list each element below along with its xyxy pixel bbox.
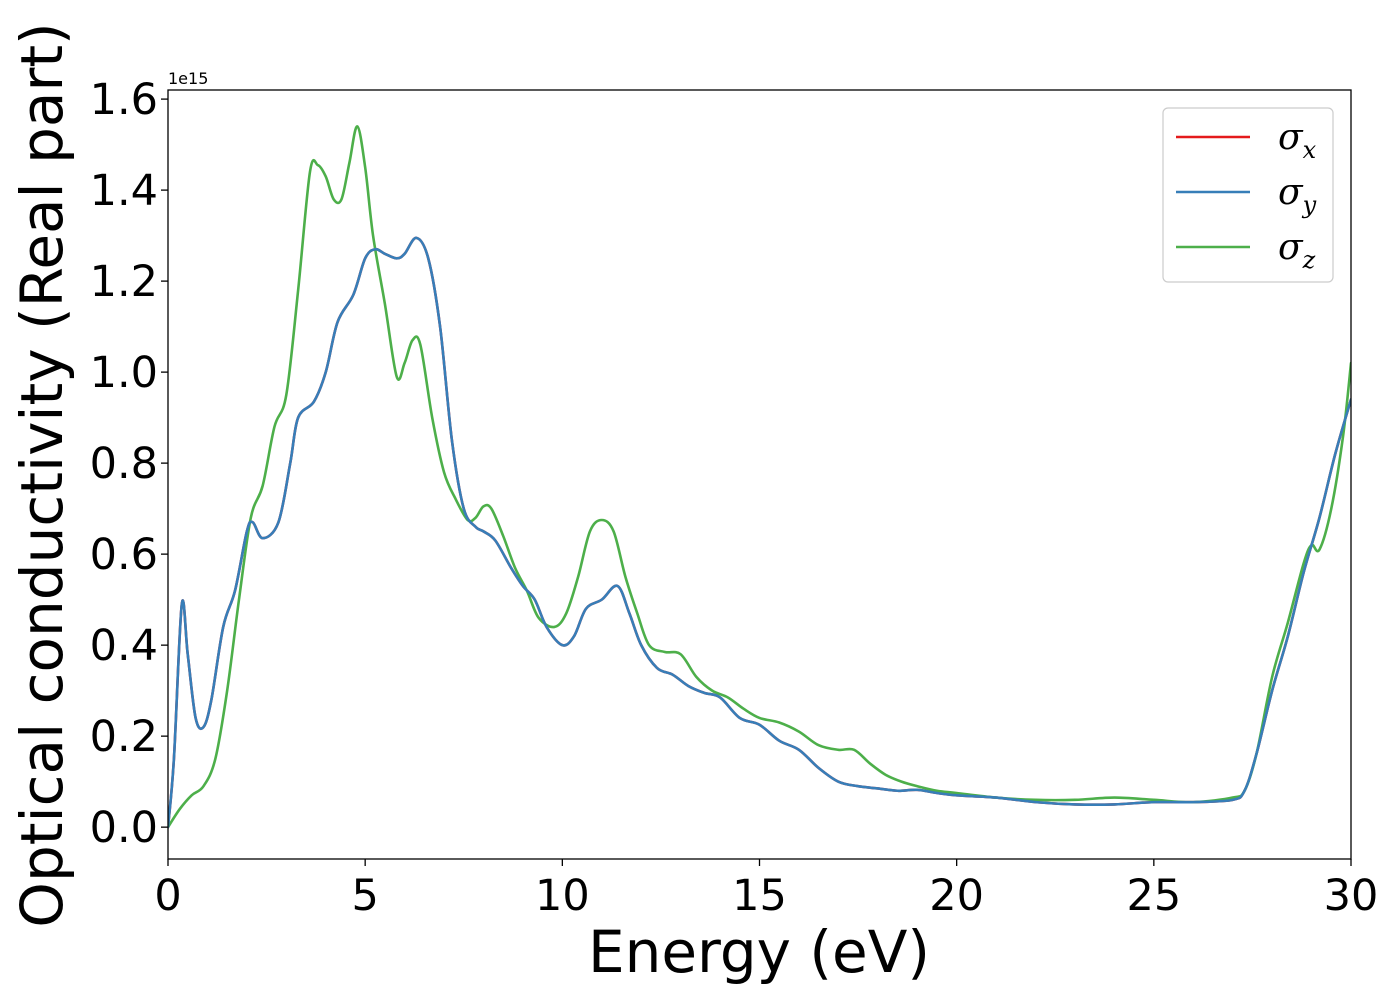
axis-ticks: 0 5 10 15 20 25 30 0.0 0.2 0.4 0.6 0.8 1.0 1.2 1.4 1.6 bbox=[90, 75, 1379, 921]
plot-frame bbox=[167, 89, 1352, 860]
x-axis-label: Energy (eV) bbox=[588, 918, 930, 986]
x-tick-label: 20 bbox=[929, 871, 984, 921]
legend-box bbox=[1162, 107, 1334, 283]
y-tick-label: 0.2 bbox=[90, 712, 158, 762]
legend-label-x: σx bbox=[1278, 117, 1317, 164]
plot-area bbox=[168, 125, 1351, 829]
y-tick-label: 0.4 bbox=[90, 621, 158, 671]
legend: σx σy σz bbox=[1162, 107, 1334, 283]
series-line-z bbox=[168, 125, 1351, 829]
y-tick-label: 0.0 bbox=[90, 803, 158, 853]
y-tick-label: 1.0 bbox=[90, 348, 158, 398]
y-axis-label: Optical conductivity (Real part) bbox=[8, 22, 76, 927]
series-line-x bbox=[168, 236, 1351, 829]
x-tick-label: 15 bbox=[732, 871, 787, 921]
legend-label-z: σz bbox=[1278, 227, 1316, 274]
series-line-y bbox=[168, 236, 1351, 829]
y-tick-label: 1.6 bbox=[90, 75, 158, 125]
legend-label-y: σy bbox=[1278, 172, 1317, 219]
x-tick-label: 10 bbox=[535, 871, 590, 921]
x-tick-label: 5 bbox=[351, 871, 378, 921]
x-tick-label: 0 bbox=[154, 871, 181, 921]
x-tick-label: 25 bbox=[1126, 871, 1181, 921]
y-tick-label: 0.6 bbox=[90, 530, 158, 580]
y-tick-label: 0.8 bbox=[90, 439, 158, 489]
x-tick-label: 30 bbox=[1324, 871, 1379, 921]
y-tick-label: 1.4 bbox=[90, 166, 158, 216]
y-tick-label: 1.2 bbox=[90, 257, 158, 307]
y-axis-offset-label: 1e15 bbox=[168, 69, 208, 88]
